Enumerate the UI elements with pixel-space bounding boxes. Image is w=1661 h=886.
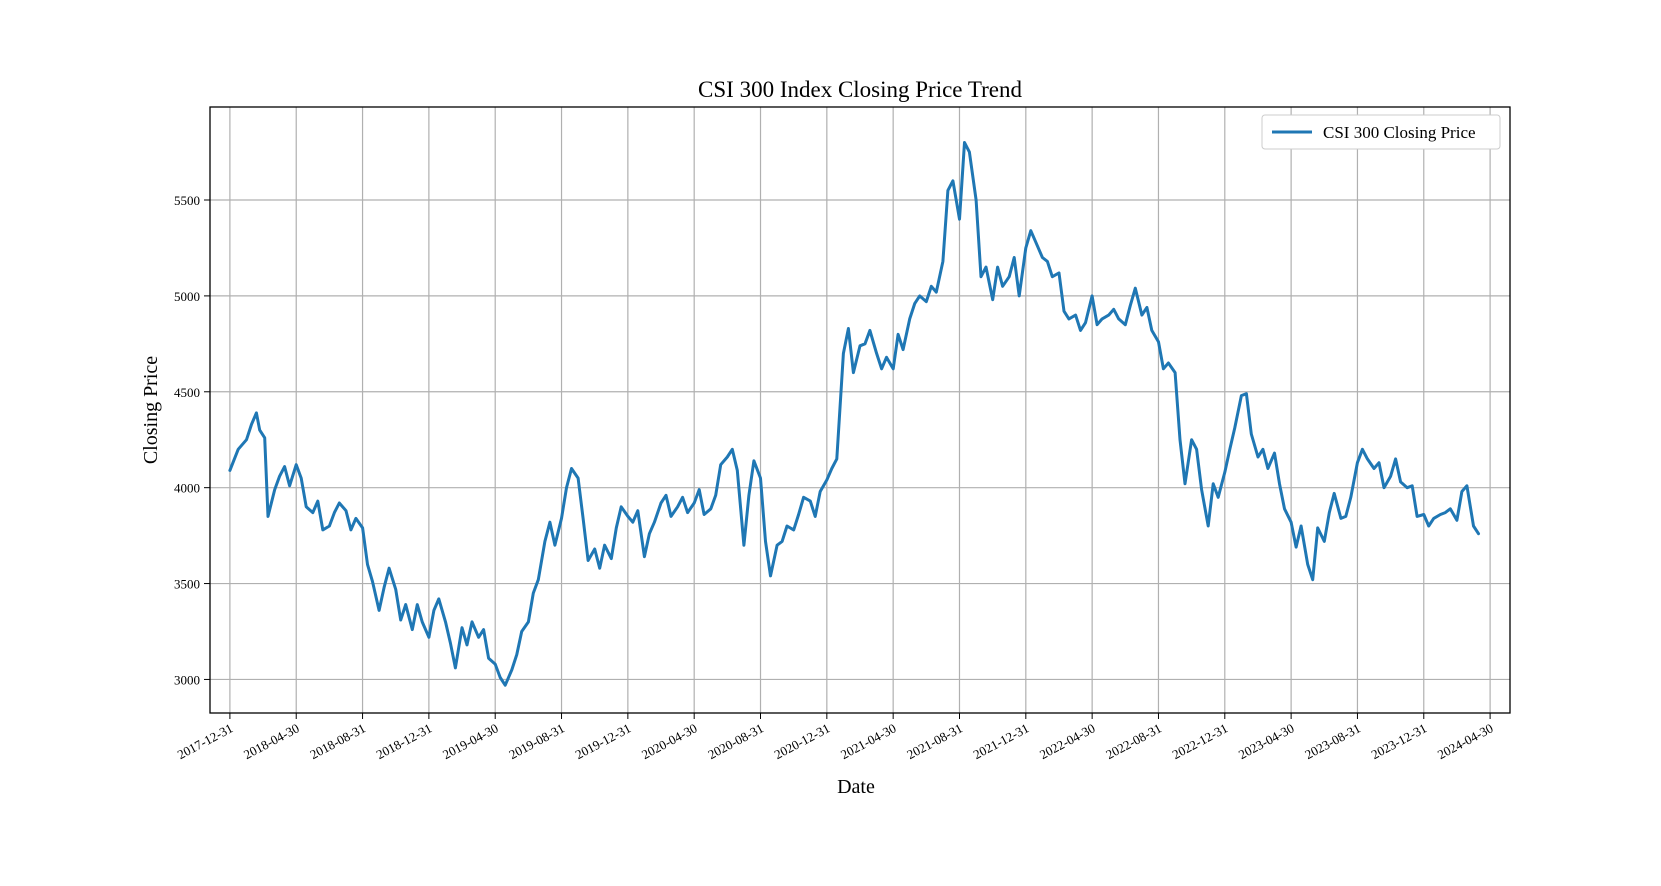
y-tick-label: 5500 [174, 193, 200, 208]
x-tick-label: 2022-04-30 [1037, 720, 1098, 762]
x-tick-label: 2020-08-31 [705, 720, 766, 762]
x-axis-ticks: 2017-12-31 2018-04-30 2018-08-31 2018-12-31… [175, 713, 1496, 762]
legend-box [1261, 114, 1501, 150]
y-axis-label: Closing Price [140, 356, 162, 464]
x-tick-label: 2018-12-31 [374, 720, 435, 762]
x-tick-label: 2023-04-30 [1236, 720, 1297, 762]
y-tick-label: 3500 [174, 577, 200, 592]
x-tick-label: 2021-12-31 [971, 720, 1032, 762]
x-tick-label: 2018-08-31 [307, 720, 368, 762]
y-tick-label: 4500 [174, 385, 200, 400]
y-tick-label: 4000 [174, 481, 200, 496]
y-tick-label: 5000 [174, 289, 200, 304]
x-tick-label: 2022-08-31 [1103, 720, 1164, 762]
x-tick-label: 2021-08-31 [904, 720, 965, 762]
x-tick-label: 2019-04-30 [440, 720, 501, 762]
x-tick-label: 2017-12-31 [175, 720, 236, 762]
x-tick-label: 2024-04-30 [1435, 720, 1496, 762]
x-tick-label: 2020-12-31 [772, 720, 833, 762]
y-tick-label: 3000 [174, 672, 200, 687]
x-tick-label: 2019-12-31 [573, 720, 634, 762]
y-axis-ticks: 3000 3500 4000 4500 5000 5500 [174, 193, 210, 687]
gridlines [210, 107, 1510, 713]
x-tick-label: 2019-08-31 [506, 720, 567, 762]
x-tick-label: 2022-12-31 [1170, 720, 1231, 762]
chart-title: CSI 300 Index Closing Price Trend [698, 77, 1022, 102]
x-tick-label: 2023-12-31 [1369, 720, 1430, 762]
x-tick-label: 2021-04-30 [838, 720, 899, 762]
legend: CSI 300 Closing Price [1261, 114, 1501, 150]
x-tick-label: 2018-04-30 [241, 720, 302, 762]
x-tick-label: 2023-08-31 [1302, 720, 1363, 762]
legend-entry-label: CSI 300 Closing Price [1323, 123, 1476, 142]
x-axis-label: Date [837, 776, 875, 798]
series-line-csi300 [228, 141, 1480, 687]
plot-area-frame [209, 106, 1511, 714]
x-tick-label: 2020-04-30 [639, 720, 700, 762]
